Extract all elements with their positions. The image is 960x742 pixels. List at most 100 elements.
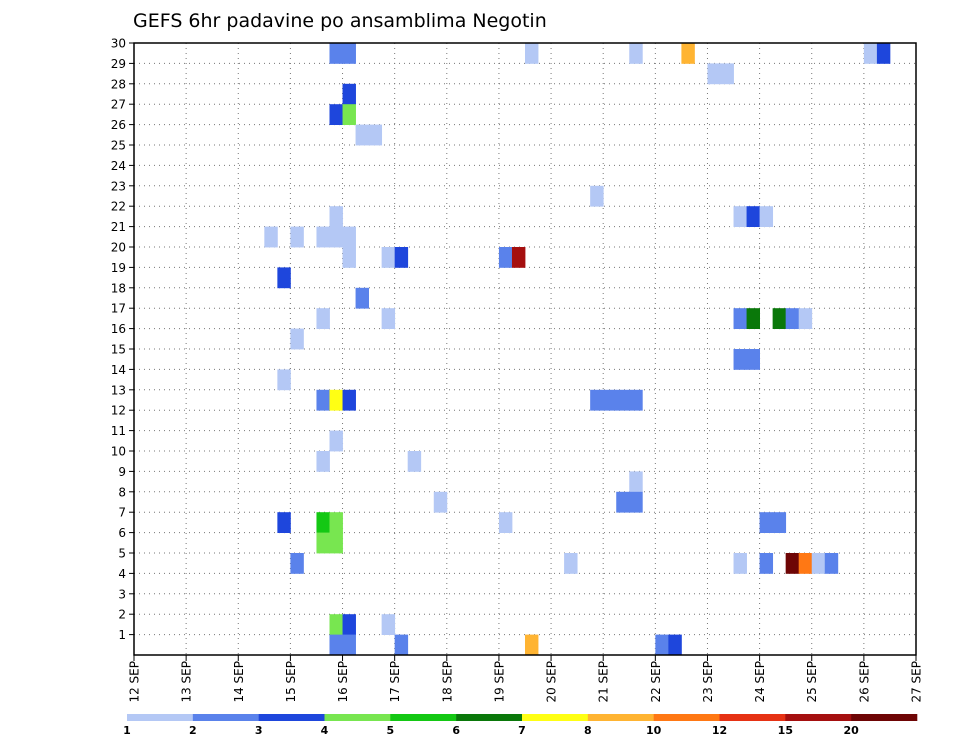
colorbar-swatch [324, 714, 391, 721]
x-tick-label: 17 SEP [388, 661, 402, 703]
precip-cell [342, 83, 356, 105]
precip-cell [772, 308, 787, 329]
y-tick-label: 2 [118, 608, 126, 622]
precip-cell [498, 512, 513, 533]
x-axis-ticks: 12 SEP 13 SEP 14 SEP 15 SEP 16 SEP 17 SEP 18 S… [128, 655, 924, 703]
precip-cell [590, 185, 604, 207]
colorbar-label: 5 [387, 724, 395, 737]
precip-cell [629, 389, 643, 411]
colorbar-swatch [456, 714, 523, 721]
colorbar-label: 1 [123, 724, 131, 737]
colorbar-swatch [587, 714, 654, 721]
precip-cell [407, 451, 422, 472]
precip-cell [668, 634, 682, 656]
x-tick-label: 12 SEP [128, 661, 142, 703]
x-tick-label: 22 SEP [649, 661, 663, 703]
precip-cell [511, 247, 526, 268]
precip-cell [525, 43, 539, 64]
x-tick-label: 14 SEP [232, 661, 246, 703]
y-tick-label: 4 [118, 567, 126, 581]
precip-cell [785, 308, 800, 329]
y-tick-label: 16 [111, 322, 126, 336]
x-tick-label: 19 SEP [492, 661, 506, 703]
y-tick-label: 28 [111, 77, 126, 91]
precip-cell [316, 532, 330, 554]
y-tick-label: 25 [111, 139, 126, 153]
precip-cell [290, 328, 304, 350]
x-tick-label: 18 SEP [440, 661, 454, 703]
precip-cell [616, 491, 630, 513]
x-tick-label: 13 SEP [180, 661, 194, 703]
precip-cell [355, 124, 369, 146]
x-tick-label: 15 SEP [284, 661, 298, 703]
x-tick-label: 20 SEP [545, 661, 559, 703]
precip-cell [590, 389, 604, 411]
y-tick-label: 19 [111, 261, 126, 275]
precip-cell [564, 553, 578, 574]
y-tick-label: 14 [111, 363, 126, 377]
precip-cell [342, 614, 356, 635]
precip-cell [629, 471, 643, 493]
colorbar-swatch [390, 714, 457, 721]
colorbar-label: 3 [255, 724, 263, 737]
precip-cell [316, 308, 330, 329]
precipitation-cells [264, 43, 891, 656]
y-tick-label: 11 [111, 424, 126, 438]
colorbar: 1 2 3 4 5 6 7 8 10 12 15 20 [123, 714, 918, 737]
precip-cell [277, 267, 291, 289]
colorbar-swatch [258, 714, 325, 721]
precip-cell [707, 63, 721, 85]
precip-cell [525, 634, 539, 656]
colorbar-swatch [192, 714, 259, 721]
precip-cell [329, 206, 343, 227]
y-tick-label: 7 [118, 506, 126, 520]
x-tick-label: 25 SEP [805, 661, 819, 703]
precip-cell [433, 491, 448, 513]
precip-cell [381, 247, 396, 268]
colorbar-label: 6 [452, 724, 460, 737]
precip-cell [863, 43, 878, 64]
precip-cell [342, 247, 356, 268]
precip-cell [329, 226, 343, 248]
precip-cell [355, 287, 369, 309]
precip-cell [824, 553, 839, 574]
colorbar-label: 2 [189, 724, 197, 737]
y-tick-label: 9 [118, 465, 126, 479]
colorbar-label: 4 [321, 724, 329, 737]
colorbar-swatch [653, 714, 720, 721]
precip-cell [616, 389, 630, 411]
y-tick-label: 29 [111, 57, 126, 71]
precip-cell [329, 614, 343, 635]
y-tick-label: 23 [111, 179, 126, 193]
y-tick-label: 22 [111, 200, 126, 214]
precip-cell [733, 553, 747, 574]
precip-cell [394, 634, 409, 656]
y-tick-label: 21 [111, 220, 126, 234]
chart-title: GEFS 6hr padavine po ansamblima Negotin [133, 10, 547, 32]
colorbar-label: 15 [778, 724, 793, 737]
precip-cell [329, 634, 343, 656]
x-tick-label: 24 SEP [753, 661, 767, 703]
precip-cell [381, 614, 396, 635]
y-tick-label: 8 [118, 485, 126, 499]
precip-cell [759, 512, 774, 533]
colorbar-label: 20 [844, 724, 860, 737]
precip-cell [342, 389, 356, 411]
precip-cell [329, 430, 343, 452]
y-tick-label: 1 [118, 628, 126, 642]
precip-cell [329, 532, 343, 554]
precip-cell [811, 553, 826, 574]
precip-cell [746, 308, 760, 329]
precip-cell [629, 43, 643, 64]
precip-cell [785, 553, 800, 574]
precip-cell [329, 104, 343, 125]
precip-cell [329, 512, 343, 533]
precip-cell [733, 349, 747, 370]
precip-cell [498, 247, 513, 268]
x-tick-label: 21 SEP [597, 661, 611, 703]
colorbar-label: 10 [646, 724, 662, 737]
precip-cell [368, 124, 383, 146]
colorbar-swatch [522, 714, 589, 721]
y-tick-label: 5 [118, 547, 126, 561]
y-tick-label: 18 [111, 281, 126, 295]
